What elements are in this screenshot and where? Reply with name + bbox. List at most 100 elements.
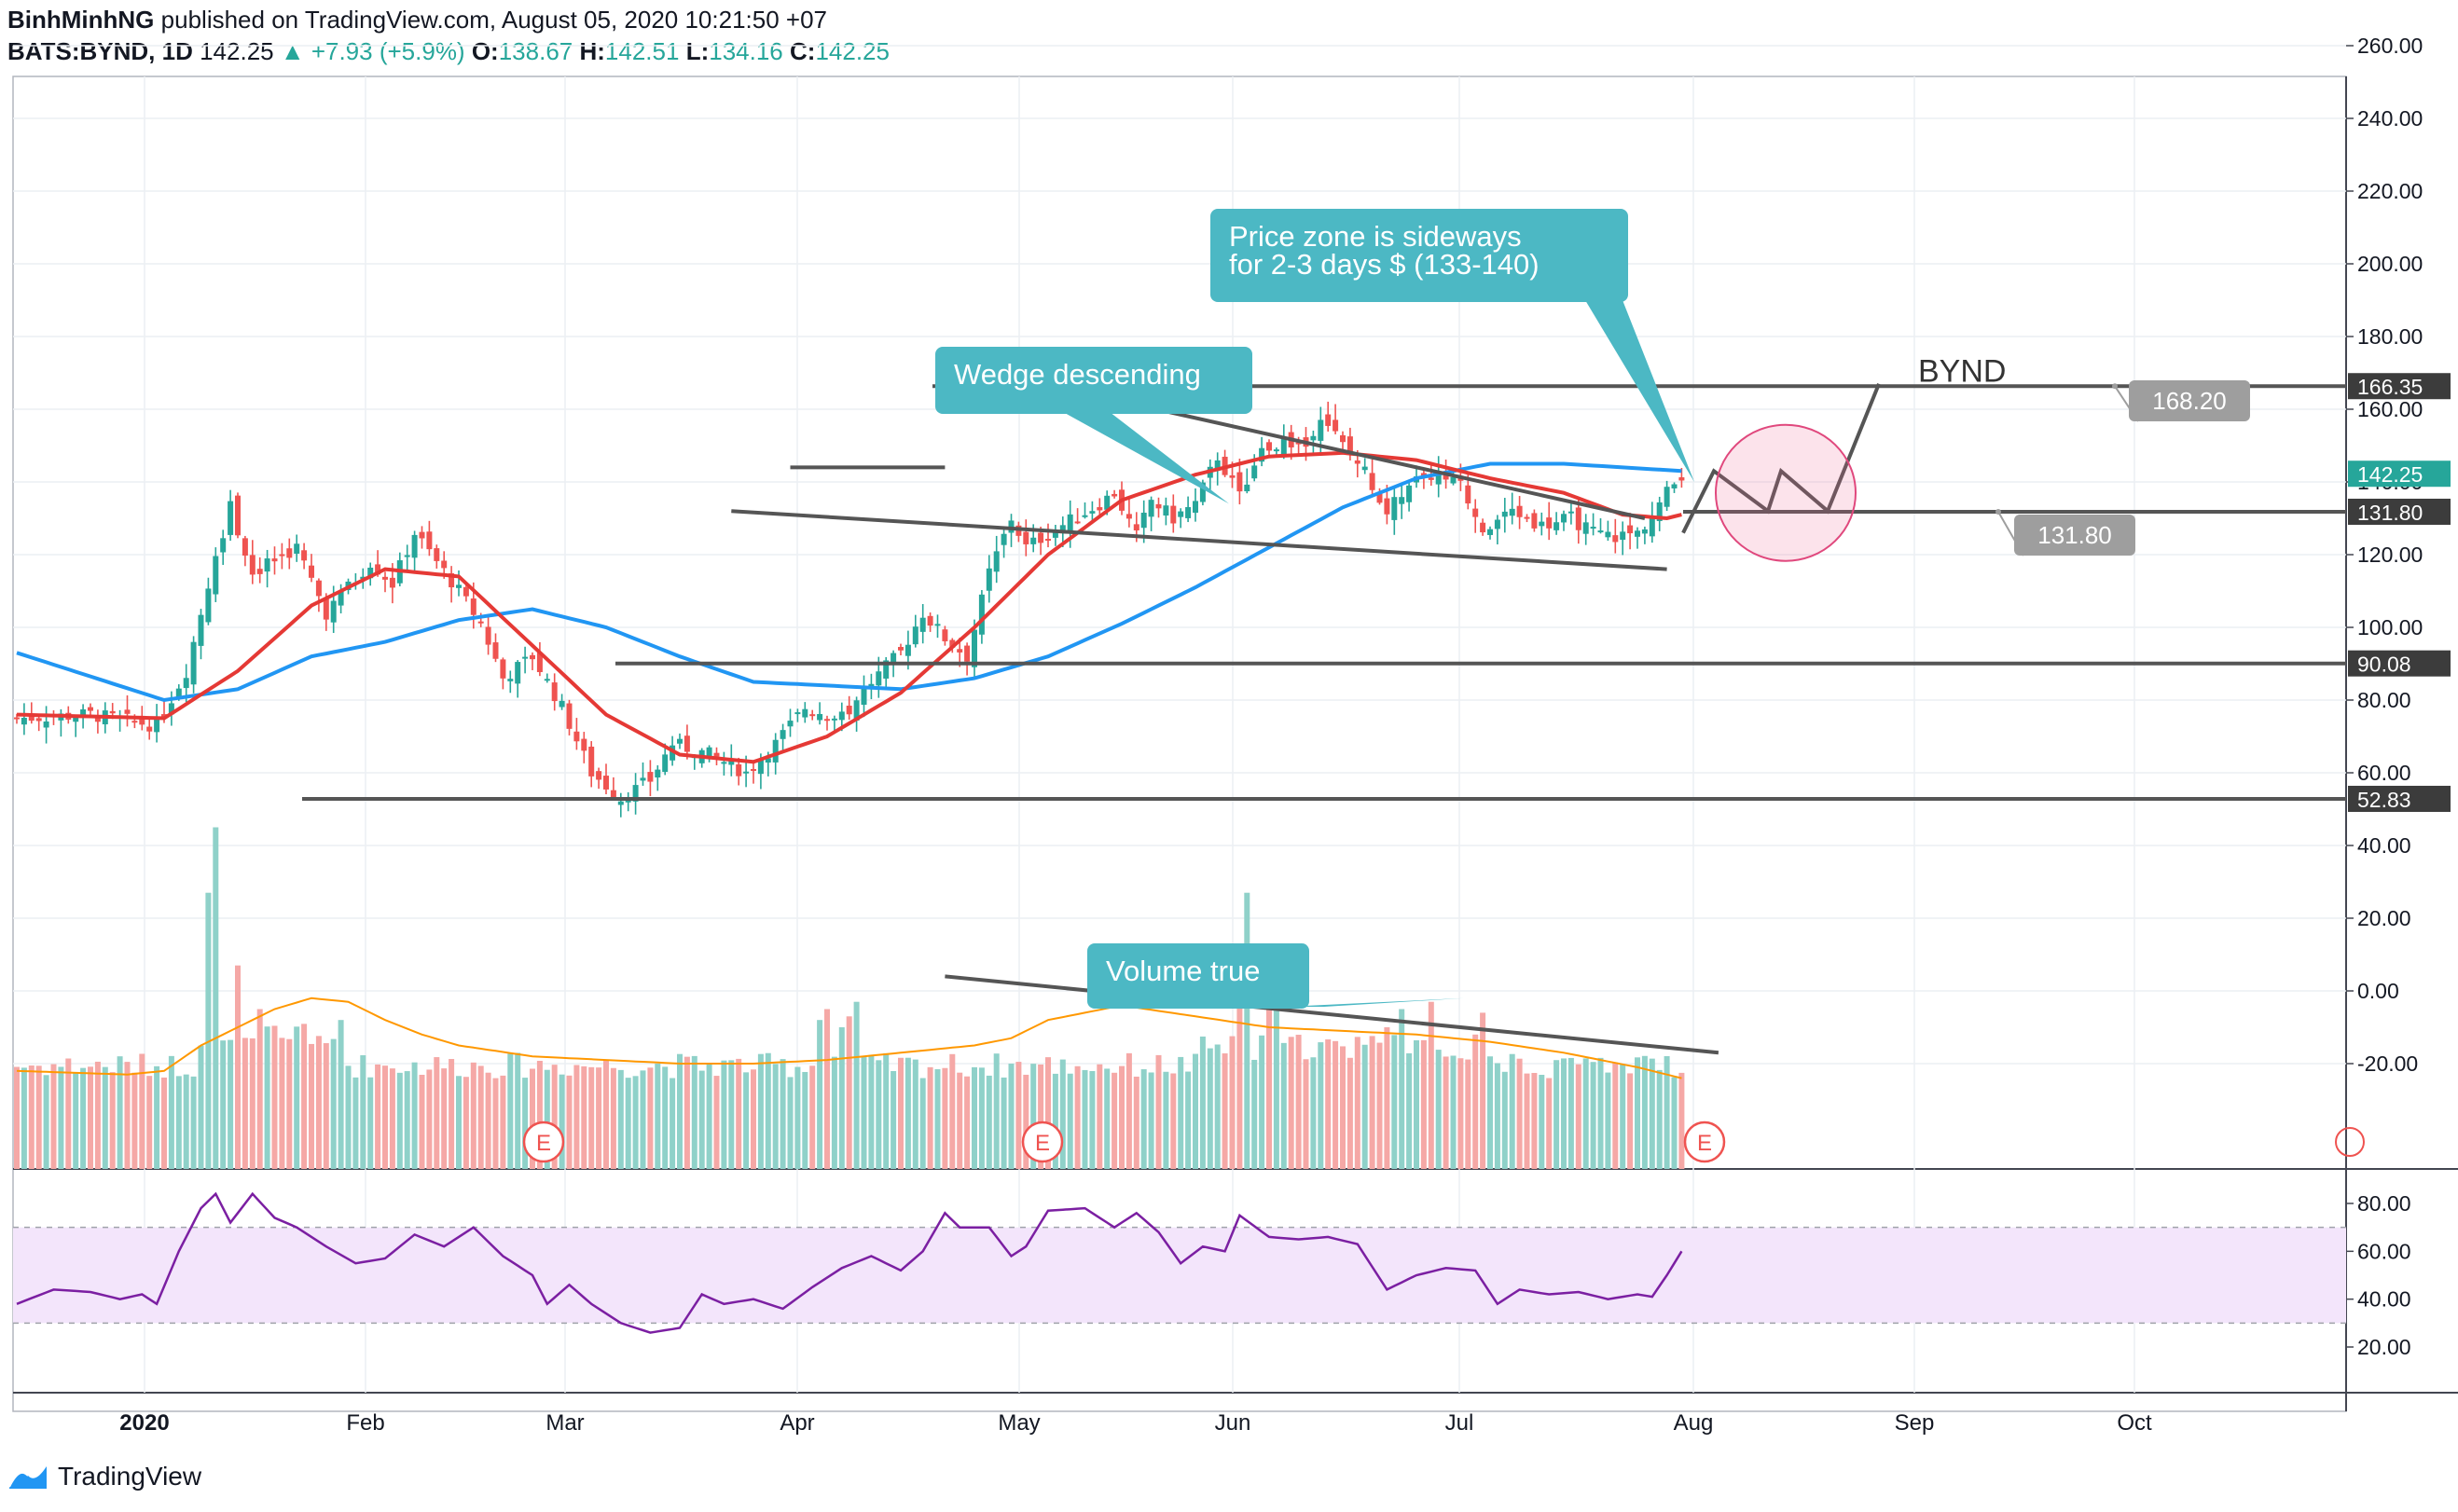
candle-body <box>831 718 837 721</box>
candle-body <box>904 644 911 656</box>
volume-bar <box>1554 1060 1560 1169</box>
candle-body <box>713 752 720 757</box>
candle-body <box>315 580 322 597</box>
volume-bar <box>213 827 219 1169</box>
rsi-tick-label: 40.00 <box>2357 1287 2411 1312</box>
volume-bar <box>21 1067 27 1169</box>
x-tick-label: 2020 <box>119 1410 169 1436</box>
volume-bar <box>736 1058 742 1169</box>
candle-body <box>780 730 786 739</box>
candle-body <box>389 577 395 588</box>
volume-bar <box>1656 1069 1663 1169</box>
volume-bar <box>603 1059 609 1169</box>
price-tick-label: 180.00 <box>2357 324 2423 349</box>
sideways-callout-tail <box>1585 300 1694 482</box>
volume-bar <box>1119 1065 1125 1169</box>
candle-body <box>1678 477 1685 481</box>
candle-body <box>993 551 1000 572</box>
volume-bar <box>1251 1059 1258 1169</box>
candles <box>14 401 1685 818</box>
volume-bar <box>949 1053 956 1169</box>
candle-body <box>883 660 890 679</box>
volume-bar <box>94 1061 101 1169</box>
author-name[interactable]: BinhMinhNG <box>7 6 155 34</box>
volume-bar <box>1288 1037 1294 1169</box>
candle-body <box>1310 435 1317 441</box>
candle-body <box>662 754 669 773</box>
symbol-label[interactable]: BATS:BYND, 1D <box>7 37 193 65</box>
volume-bar <box>131 1072 138 1169</box>
ohlc-legend: BATS:BYND, 1D 142.25 ▲ +7.93 (+5.9%) O:1… <box>7 37 890 66</box>
volume-bars <box>14 827 1685 1169</box>
volume-bar <box>228 1039 234 1169</box>
published-text: published on TradingView.com, August 05,… <box>160 6 827 34</box>
candle-body <box>330 600 337 623</box>
volume-bar <box>927 1066 933 1169</box>
volume-bar <box>1303 1059 1309 1169</box>
x-tick-label: Jul <box>1445 1410 1474 1436</box>
candle-body <box>625 800 631 803</box>
candle-body <box>1045 539 1051 542</box>
candle-body <box>1509 508 1515 516</box>
candle-body <box>294 543 300 554</box>
candle-body <box>853 700 860 722</box>
candle-body <box>1325 414 1332 426</box>
candle-body <box>1656 502 1663 521</box>
volume-bar <box>1414 1039 1419 1169</box>
candle-body <box>1236 472 1243 492</box>
candle-body <box>1539 521 1545 527</box>
candle-body <box>1295 442 1302 445</box>
low-label: L: <box>685 37 710 65</box>
volume-bar <box>477 1065 484 1169</box>
wedge-lower-line <box>731 509 1667 571</box>
candle-body <box>168 703 174 715</box>
x-tick-label: Feb <box>346 1410 384 1436</box>
candle-body <box>1582 522 1589 534</box>
price-tick-label: 80.00 <box>2357 688 2411 712</box>
close-label: C: <box>790 37 816 65</box>
volume-bar <box>1539 1074 1545 1169</box>
candle-body <box>1664 487 1670 507</box>
volume-bar <box>1273 983 1279 1169</box>
volume-bar <box>1185 1071 1192 1169</box>
tradingview-brand-text[interactable]: TradingView <box>58 1462 202 1491</box>
volume-bar <box>891 1070 897 1169</box>
candle-body <box>1597 530 1604 533</box>
volume-bar <box>161 1077 167 1169</box>
candle-body <box>684 735 690 752</box>
ticker-annotation: BYND <box>1918 354 2006 390</box>
candle-body <box>1170 505 1177 524</box>
volume-bar <box>301 1024 308 1169</box>
volume-bar <box>43 1075 49 1169</box>
level-price-label-box <box>2348 650 2451 677</box>
volume-bar <box>824 1009 830 1169</box>
candle-body <box>94 717 101 722</box>
candle-body <box>1229 474 1236 478</box>
axes: 2020 Feb Mar Apr May Jun Jul Aug Sep Oct 260.00 240… <box>119 34 2451 1436</box>
candle-body <box>1023 531 1029 544</box>
volume-bar <box>367 1077 374 1169</box>
publish-info: BinhMinhNG published on TradingView.com,… <box>7 6 827 34</box>
candle-body <box>1546 517 1553 529</box>
candle-body <box>1391 497 1398 520</box>
candle-body <box>1244 484 1250 491</box>
volume-bar <box>1450 1055 1457 1169</box>
candle-body <box>175 688 182 699</box>
candle-body <box>154 718 160 733</box>
candle-body <box>861 688 867 706</box>
volume-bar <box>256 1009 263 1169</box>
last-price-label: 142.25 <box>2357 462 2423 487</box>
volume-bar <box>396 1072 403 1169</box>
volume-bar <box>1207 1048 1213 1169</box>
price-tick-label: 160.00 <box>2357 397 2423 421</box>
earnings-marker-icon <box>522 1120 565 1163</box>
volume-bar <box>1567 1057 1574 1169</box>
volume-bar <box>58 1066 64 1169</box>
candle-body <box>1340 434 1346 443</box>
volume-bar <box>721 1060 727 1169</box>
volume-bar <box>964 1076 971 1169</box>
volume-callout-text: Volume true <box>1106 955 1260 987</box>
candle-body <box>124 709 131 714</box>
candle-body <box>286 548 293 558</box>
